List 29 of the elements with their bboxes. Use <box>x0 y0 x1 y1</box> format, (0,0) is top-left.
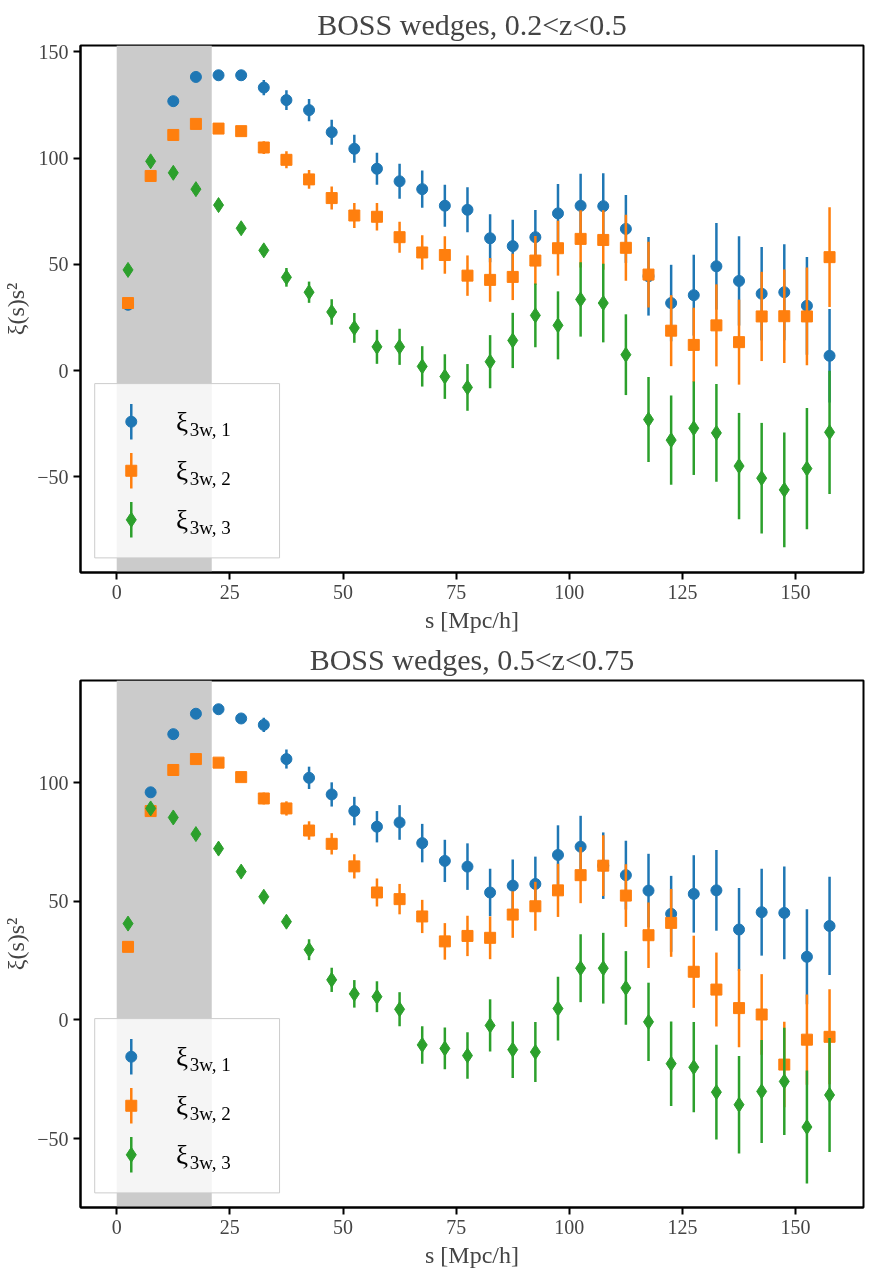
chart-title: BOSS wedges, 0.5<z<0.75 <box>309 642 635 676</box>
x-tick-label: 25 <box>219 580 240 603</box>
x-tick-label: 0 <box>111 580 122 603</box>
y-tick-label: 50 <box>48 253 69 276</box>
y-axis-title: ξ(s)s² <box>3 917 30 971</box>
x-tick-label: 50 <box>333 1215 354 1238</box>
y-tick-label: 150 <box>38 40 69 63</box>
x-tick-label: 50 <box>333 580 354 603</box>
chart-title: BOSS wedges, 0.2<z<0.5 <box>317 7 627 41</box>
x-tick-label: 125 <box>667 1215 698 1238</box>
y-tick-label: 0 <box>58 1008 69 1031</box>
y-tick-label: −50 <box>37 465 69 488</box>
x-tick-label: 150 <box>780 1215 811 1238</box>
y-tick-label: 100 <box>38 147 69 170</box>
x-axis-title: s [Mpc/h] <box>425 1241 519 1268</box>
y-axis-title: ξ(s)s² <box>3 282 30 336</box>
y-tick-label: 50 <box>48 890 69 913</box>
y-tick-label: −50 <box>37 1127 69 1150</box>
x-axis-title: s [Mpc/h] <box>425 606 519 633</box>
x-tick-label: 100 <box>554 1215 585 1238</box>
x-tick-label: 100 <box>554 580 585 603</box>
x-tick-label: 75 <box>446 1215 467 1238</box>
x-tick-label: 150 <box>780 580 811 603</box>
x-tick-label: 0 <box>111 1215 122 1238</box>
x-tick-label: 125 <box>667 580 698 603</box>
x-tick-label: 25 <box>219 1215 240 1238</box>
y-tick-label: 100 <box>38 771 69 794</box>
y-tick-label: 0 <box>58 359 69 382</box>
x-tick-label: 75 <box>446 580 467 603</box>
